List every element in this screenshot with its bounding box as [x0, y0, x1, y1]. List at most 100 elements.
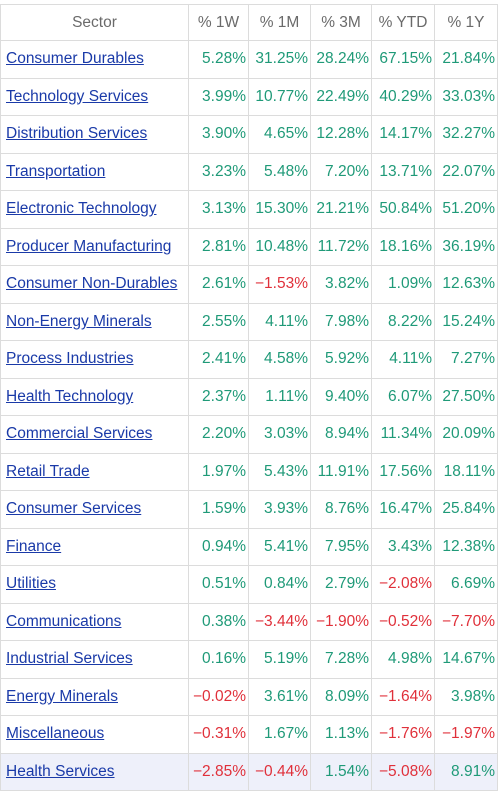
table-row[interactable]: Miscellaneous −0.31% 1.67% 1.13% −1.76% −1.97…	[0, 715, 498, 754]
pct-1w-cell: 0.38%	[188, 602, 249, 641]
sector-link[interactable]: Health Technology	[6, 387, 134, 405]
pct-1y-cell: 22.07%	[434, 152, 498, 191]
pct-1y-cell: 25.84%	[434, 490, 498, 529]
sector-link[interactable]: Consumer Non-Durables	[6, 275, 178, 293]
table-row[interactable]: Communications 0.38% −3.44% −1.90% −0.52% −7.…	[0, 602, 498, 641]
pct-1m-cell: 4.58%	[248, 340, 311, 379]
table-row[interactable]: Consumer Services 1.59% 3.93% 8.76% 16.47% 25…	[0, 490, 498, 529]
sector-link[interactable]: Industrial Services	[6, 650, 133, 668]
sector-link[interactable]: Health Services	[6, 762, 115, 780]
sector-cell: Non-Energy Minerals	[0, 302, 189, 341]
pct-ytd-cell: 17.56%	[371, 452, 435, 491]
pct-3m-cell: 21.21%	[310, 190, 372, 229]
pct-ytd-cell: −5.08%	[371, 752, 435, 791]
table-header-row: Sector % 1W % 1M % 3M % YTD % 1Y	[0, 4, 498, 41]
sector-cell: Transportation	[0, 152, 189, 191]
sector-link[interactable]: Energy Minerals	[6, 687, 118, 705]
pct-3m-cell: 7.20%	[310, 152, 372, 191]
sector-cell: Consumer Non-Durables	[0, 265, 189, 304]
pct-1m-cell: 3.03%	[248, 415, 311, 454]
sector-cell: Commercial Services	[0, 415, 189, 454]
pct-1w-cell: 0.16%	[188, 640, 249, 679]
sector-link[interactable]: Communications	[6, 612, 122, 630]
table-body: Consumer Durables 5.28% 31.25% 28.24% 67.15%…	[0, 40, 498, 791]
pct-1w-cell: 5.28%	[188, 40, 249, 79]
table-row[interactable]: Distribution Services 3.90% 4.65% 12.28% 14.…	[0, 115, 498, 154]
pct-1y-cell: −1.97%	[434, 715, 498, 754]
pct-3m-cell: 11.91%	[310, 452, 372, 491]
pct-3m-cell: 8.09%	[310, 677, 372, 716]
sector-link[interactable]: Commercial Services	[6, 425, 153, 443]
pct-1m-cell: 31.25%	[248, 40, 311, 79]
table-row[interactable]: Utilities 0.51% 0.84% 2.79% −2.08% 6.69%	[0, 565, 498, 604]
table-row[interactable]: Consumer Non-Durables 2.61% −1.53% 3.82% 1.0…	[0, 265, 498, 304]
table-row[interactable]: Technology Services 3.99% 10.77% 22.49% 40.2…	[0, 77, 498, 116]
table-row[interactable]: Process Industries 2.41% 4.58% 5.92% 4.11% 7.…	[0, 340, 498, 379]
pct-1m-cell: 5.43%	[248, 452, 311, 491]
column-header-ytd[interactable]: % YTD	[371, 4, 435, 41]
pct-1y-cell: 3.98%	[434, 677, 498, 716]
sector-link[interactable]: Finance	[6, 537, 62, 555]
pct-3m-cell: 7.28%	[310, 640, 372, 679]
pct-1y-cell: 6.69%	[434, 565, 498, 604]
sector-link[interactable]: Technology Services	[6, 87, 149, 105]
pct-3m-cell: 9.40%	[310, 377, 372, 416]
sector-cell: Utilities	[0, 565, 189, 604]
sector-link[interactable]: Distribution Services	[6, 125, 148, 143]
table-row[interactable]: Electronic Technology 3.13% 15.30% 21.21% 50…	[0, 190, 498, 229]
column-header-3m[interactable]: % 3M	[310, 4, 372, 41]
pct-1y-cell: 12.38%	[434, 527, 498, 566]
column-header-sector[interactable]: Sector	[0, 4, 189, 41]
sector-cell: Technology Services	[0, 77, 189, 116]
column-header-1w[interactable]: % 1W	[188, 4, 249, 41]
table-row[interactable]: Industrial Services 0.16% 5.19% 7.28% 4.98% 1…	[0, 640, 498, 679]
pct-1m-cell: 1.11%	[248, 377, 311, 416]
pct-1y-cell: 21.84%	[434, 40, 498, 79]
sector-cell: Electronic Technology	[0, 190, 189, 229]
pct-ytd-cell: 67.15%	[371, 40, 435, 79]
table-row[interactable]: Finance 0.94% 5.41% 7.95% 3.43% 12.38%	[0, 527, 498, 566]
pct-ytd-cell: 40.29%	[371, 77, 435, 116]
pct-1y-cell: 8.91%	[434, 752, 498, 791]
sector-performance-table: Sector % 1W % 1M % 3M % YTD % 1Y Consume…	[0, 4, 498, 791]
sector-link[interactable]: Process Industries	[6, 350, 134, 368]
pct-1y-cell: 7.27%	[434, 340, 498, 379]
table-row[interactable]: Transportation 3.23% 5.48% 7.20% 13.71% 22.07…	[0, 152, 498, 191]
sector-link[interactable]: Consumer Services	[6, 500, 142, 518]
sector-link[interactable]: Non-Energy Minerals	[6, 312, 152, 330]
table-row[interactable]: Health Technology 2.37% 1.11% 9.40% 6.07% 27.…	[0, 377, 498, 416]
sector-link[interactable]: Utilities	[6, 575, 56, 593]
pct-1y-cell: 18.11%	[434, 452, 498, 491]
table-row[interactable]: Consumer Durables 5.28% 31.25% 28.24% 67.15%…	[0, 40, 498, 79]
sector-link[interactable]: Producer Manufacturing	[6, 237, 172, 255]
pct-1m-cell: 4.11%	[248, 302, 311, 341]
table-row[interactable]: Health Services −2.85% −0.44% 1.54% −5.08% 8.…	[0, 752, 498, 791]
sector-link[interactable]: Retail Trade	[6, 462, 90, 480]
pct-1w-cell: 1.97%	[188, 452, 249, 491]
sector-link[interactable]: Electronic Technology	[6, 200, 157, 218]
table-row[interactable]: Retail Trade 1.97% 5.43% 11.91% 17.56% 18.11%	[0, 452, 498, 491]
table-row[interactable]: Producer Manufacturing 2.81% 10.48% 11.72% 1…	[0, 227, 498, 266]
pct-1y-cell: 20.09%	[434, 415, 498, 454]
sector-link[interactable]: Miscellaneous	[6, 725, 105, 743]
table-row[interactable]: Energy Minerals −0.02% 3.61% 8.09% −1.64% 3.9…	[0, 677, 498, 716]
pct-ytd-cell: 4.98%	[371, 640, 435, 679]
pct-1m-cell: 5.41%	[248, 527, 311, 566]
pct-1m-cell: −1.53%	[248, 265, 311, 304]
sector-cell: Communications	[0, 602, 189, 641]
column-header-1y[interactable]: % 1Y	[434, 4, 498, 41]
pct-1w-cell: −2.85%	[188, 752, 249, 791]
pct-3m-cell: 22.49%	[310, 77, 372, 116]
pct-ytd-cell: 4.11%	[371, 340, 435, 379]
sector-link[interactable]: Consumer Durables	[6, 50, 144, 68]
column-header-1m[interactable]: % 1M	[248, 4, 311, 41]
pct-1w-cell: 2.81%	[188, 227, 249, 266]
sector-cell: Miscellaneous	[0, 715, 189, 754]
table-row[interactable]: Commercial Services 2.20% 3.03% 8.94% 11.34%…	[0, 415, 498, 454]
sector-cell: Finance	[0, 527, 189, 566]
pct-1m-cell: 5.48%	[248, 152, 311, 191]
sector-link[interactable]: Transportation	[6, 162, 106, 180]
table-row[interactable]: Non-Energy Minerals 2.55% 4.11% 7.98% 8.22% 1…	[0, 302, 498, 341]
pct-1y-cell: 12.63%	[434, 265, 498, 304]
pct-ytd-cell: 13.71%	[371, 152, 435, 191]
